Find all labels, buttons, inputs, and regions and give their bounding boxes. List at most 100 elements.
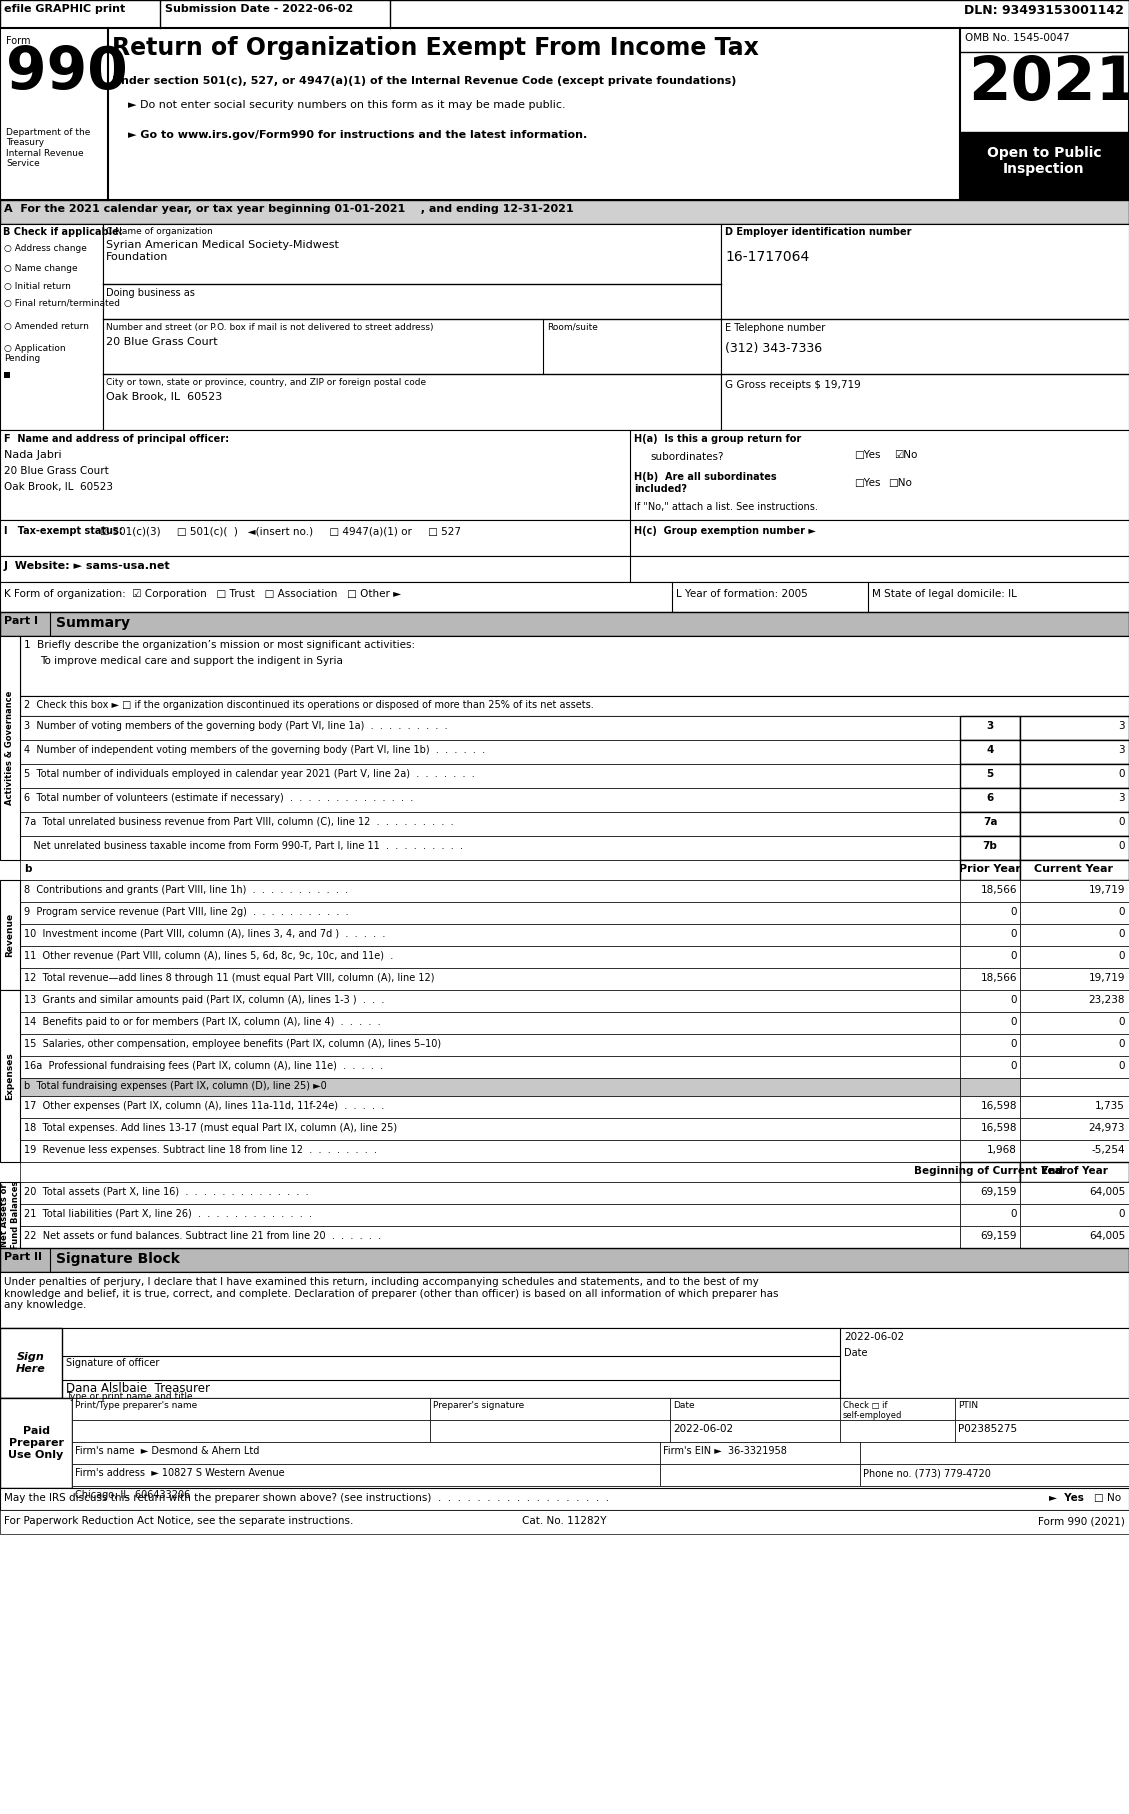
Bar bbox=[20, 1117, 960, 1139]
Bar bbox=[1019, 1204, 1129, 1226]
Text: Oak Brook, IL  60523: Oak Brook, IL 60523 bbox=[5, 483, 113, 492]
Bar bbox=[860, 1464, 1129, 1486]
Text: 18  Total expenses. Add lines 13-17 (must equal Part IX, column (A), line 25): 18 Total expenses. Add lines 13-17 (must… bbox=[24, 1123, 397, 1134]
Text: Phone no. (773) 779-4720: Phone no. (773) 779-4720 bbox=[863, 1468, 991, 1478]
Bar bbox=[960, 1226, 1019, 1248]
Text: 24,973: 24,973 bbox=[1088, 1123, 1124, 1134]
Text: 16,598: 16,598 bbox=[980, 1123, 1017, 1134]
Bar bbox=[20, 697, 1129, 717]
Text: 990: 990 bbox=[6, 44, 128, 102]
Bar bbox=[20, 945, 960, 969]
Text: E Telephone number: E Telephone number bbox=[725, 323, 825, 334]
Bar bbox=[0, 27, 1129, 200]
Text: 3  Number of voting members of the governing body (Part VI, line 1a)  .  .  .  .: 3 Number of voting members of the govern… bbox=[24, 720, 447, 731]
Bar bbox=[955, 1420, 1129, 1442]
Bar bbox=[960, 836, 1019, 860]
Text: 19  Revenue less expenses. Subtract line 18 from line 12  .  .  .  .  .  .  .  .: 19 Revenue less expenses. Subtract line … bbox=[24, 1145, 377, 1156]
Text: ► Do not enter social security numbers on this form as it may be made public.: ► Do not enter social security numbers o… bbox=[128, 100, 566, 111]
Bar bbox=[1019, 740, 1129, 764]
Bar bbox=[721, 223, 1129, 430]
Text: 15  Salaries, other compensation, employee benefits (Part IX, column (A), lines : 15 Salaries, other compensation, employe… bbox=[24, 1039, 441, 1048]
Bar bbox=[72, 1420, 430, 1442]
Bar bbox=[1019, 813, 1129, 836]
Text: 2022-06-02: 2022-06-02 bbox=[673, 1424, 733, 1435]
Bar bbox=[20, 787, 960, 813]
Text: Number and street (or P.O. box if mail is not delivered to street address): Number and street (or P.O. box if mail i… bbox=[106, 323, 434, 332]
Bar bbox=[0, 223, 103, 430]
Text: b: b bbox=[24, 863, 32, 874]
Text: Form 990 (2021): Form 990 (2021) bbox=[1039, 1517, 1124, 1526]
Text: 7b: 7b bbox=[982, 842, 997, 851]
Bar bbox=[20, 923, 960, 945]
Text: Net unrelated business taxable income from Form 990-T, Part I, line 11  .  .  . : Net unrelated business taxable income fr… bbox=[24, 842, 463, 851]
Text: 0: 0 bbox=[1010, 1039, 1017, 1048]
Bar bbox=[0, 1509, 1129, 1535]
Text: Firm's name  ► Desmond & Ahern Ltd: Firm's name ► Desmond & Ahern Ltd bbox=[75, 1446, 260, 1457]
Bar bbox=[960, 880, 1019, 902]
Text: B Check if applicable:: B Check if applicable: bbox=[3, 227, 123, 238]
Bar bbox=[960, 923, 1019, 945]
Bar bbox=[669, 1399, 840, 1420]
Bar bbox=[0, 611, 1129, 637]
Bar bbox=[20, 836, 960, 860]
Bar bbox=[960, 945, 1019, 969]
Text: ○ Final return/terminated: ○ Final return/terminated bbox=[5, 299, 120, 308]
Text: End of Year: End of Year bbox=[1041, 1166, 1108, 1175]
Bar bbox=[72, 1464, 660, 1486]
Text: ☑ 501(c)(3)     □ 501(c)(  )   ◄(insert no.)     □ 4947(a)(1) or     □ 527: ☑ 501(c)(3) □ 501(c)( ) ◄(insert no.) □ … bbox=[100, 526, 461, 535]
Bar bbox=[960, 1012, 1019, 1034]
Text: ○ Name change: ○ Name change bbox=[5, 265, 78, 272]
Bar bbox=[0, 1248, 1129, 1272]
Bar bbox=[103, 223, 721, 430]
Bar bbox=[1019, 1078, 1129, 1096]
Bar bbox=[430, 1420, 669, 1442]
Text: H(c)  Group exemption number ►: H(c) Group exemption number ► bbox=[634, 526, 816, 535]
Text: □Yes: □Yes bbox=[854, 450, 881, 461]
Text: 0: 0 bbox=[1119, 816, 1124, 827]
Text: C Name of organization: C Name of organization bbox=[106, 227, 212, 236]
Bar bbox=[20, 1204, 960, 1226]
Text: Activities & Governance: Activities & Governance bbox=[6, 691, 15, 805]
Bar bbox=[0, 637, 20, 860]
Text: ☑No: ☑No bbox=[894, 450, 918, 461]
Text: Room/suite: Room/suite bbox=[546, 323, 598, 332]
Text: Check □ if
self-employed: Check □ if self-employed bbox=[843, 1400, 902, 1420]
Text: Type or print name and title: Type or print name and title bbox=[65, 1391, 193, 1400]
Text: 1,968: 1,968 bbox=[987, 1145, 1017, 1156]
Text: (312) 343-7336: (312) 343-7336 bbox=[725, 343, 822, 356]
Bar bbox=[20, 717, 960, 740]
Bar bbox=[20, 1096, 960, 1117]
Text: M State of legal domicile: IL: M State of legal domicile: IL bbox=[872, 590, 1017, 599]
Bar bbox=[1019, 902, 1129, 923]
Text: PTIN: PTIN bbox=[959, 1400, 978, 1409]
Bar bbox=[960, 764, 1019, 787]
Bar bbox=[960, 787, 1019, 813]
Text: Current Year: Current Year bbox=[1034, 863, 1113, 874]
Text: Dana Alslbaie  Treasurer: Dana Alslbaie Treasurer bbox=[65, 1382, 210, 1395]
Bar bbox=[20, 1056, 960, 1078]
Bar bbox=[1019, 1056, 1129, 1078]
Bar bbox=[960, 1183, 1019, 1204]
Text: Preparer's signature: Preparer's signature bbox=[434, 1400, 524, 1409]
Text: Submission Date - 2022-06-02: Submission Date - 2022-06-02 bbox=[165, 4, 353, 15]
Text: 7a: 7a bbox=[982, 816, 997, 827]
Text: 0: 0 bbox=[1010, 929, 1017, 940]
Text: Form: Form bbox=[6, 36, 30, 45]
Text: 22  Net assets or fund balances. Subtract line 21 from line 20  .  .  .  .  .  .: 22 Net assets or fund balances. Subtract… bbox=[24, 1232, 382, 1241]
Text: Revenue: Revenue bbox=[6, 912, 15, 958]
Text: 16a  Professional fundraising fees (Part IX, column (A), line 11e)  .  .  .  .  : 16a Professional fundraising fees (Part … bbox=[24, 1061, 383, 1070]
Bar bbox=[20, 1183, 960, 1204]
Text: 16-1717064: 16-1717064 bbox=[725, 250, 809, 265]
Text: P02385275: P02385275 bbox=[959, 1424, 1017, 1435]
Text: Print/Type preparer's name: Print/Type preparer's name bbox=[75, 1400, 198, 1409]
Text: 6  Total number of volunteers (estimate if necessary)  .  .  .  .  .  .  .  .  .: 6 Total number of volunteers (estimate i… bbox=[24, 793, 413, 804]
Text: □Yes: □Yes bbox=[854, 479, 881, 488]
Text: Firm's address  ► 10827 S Western Avenue: Firm's address ► 10827 S Western Avenue bbox=[75, 1468, 285, 1478]
Bar bbox=[72, 1486, 1129, 1487]
Bar bbox=[960, 1034, 1019, 1056]
Text: ► Go to www.irs.gov/Form990 for instructions and the latest information.: ► Go to www.irs.gov/Form990 for instruct… bbox=[128, 131, 587, 140]
Text: Part II: Part II bbox=[5, 1252, 42, 1263]
Bar bbox=[660, 1442, 860, 1464]
Bar bbox=[20, 1163, 960, 1183]
Text: 5: 5 bbox=[987, 769, 994, 778]
